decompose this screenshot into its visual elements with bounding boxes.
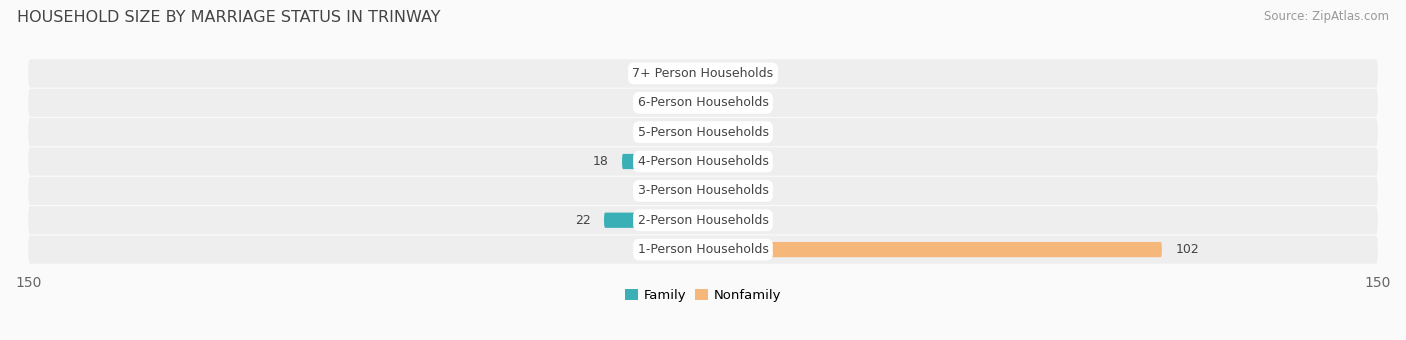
FancyBboxPatch shape [605,212,703,228]
FancyBboxPatch shape [621,154,703,169]
FancyBboxPatch shape [703,154,740,169]
FancyBboxPatch shape [28,148,1378,175]
FancyBboxPatch shape [28,206,1378,234]
Text: 18: 18 [593,155,609,168]
Text: 102: 102 [1175,243,1199,256]
Text: HOUSEHOLD SIZE BY MARRIAGE STATUS IN TRINWAY: HOUSEHOLD SIZE BY MARRIAGE STATUS IN TRI… [17,10,440,25]
Text: 0: 0 [645,96,654,109]
Text: 3-Person Households: 3-Person Households [637,184,769,197]
FancyBboxPatch shape [703,183,740,199]
Text: 0: 0 [645,243,654,256]
Text: 0: 0 [752,96,761,109]
FancyBboxPatch shape [28,118,1378,146]
Text: 0: 0 [752,67,761,80]
Text: 22: 22 [575,214,591,227]
FancyBboxPatch shape [28,59,1378,87]
Text: 0: 0 [645,126,654,139]
Text: 0: 0 [752,214,761,227]
Text: 7+ Person Households: 7+ Person Households [633,67,773,80]
Legend: Family, Nonfamily: Family, Nonfamily [620,284,786,307]
Text: 0: 0 [752,126,761,139]
FancyBboxPatch shape [666,95,703,110]
FancyBboxPatch shape [703,212,740,228]
Text: 0: 0 [752,184,761,197]
Text: 1-Person Households: 1-Person Households [637,243,769,256]
FancyBboxPatch shape [28,177,1378,205]
Text: 4-Person Households: 4-Person Households [637,155,769,168]
FancyBboxPatch shape [703,242,1161,257]
FancyBboxPatch shape [666,66,703,81]
Text: 0: 0 [752,155,761,168]
FancyBboxPatch shape [666,124,703,140]
FancyBboxPatch shape [28,236,1378,264]
FancyBboxPatch shape [703,66,740,81]
Text: 0: 0 [645,184,654,197]
FancyBboxPatch shape [666,183,703,199]
Text: 0: 0 [645,67,654,80]
Text: 6-Person Households: 6-Person Households [637,96,769,109]
Text: Source: ZipAtlas.com: Source: ZipAtlas.com [1264,10,1389,23]
FancyBboxPatch shape [666,242,703,257]
Text: 5-Person Households: 5-Person Households [637,126,769,139]
FancyBboxPatch shape [703,95,740,110]
FancyBboxPatch shape [28,89,1378,117]
FancyBboxPatch shape [703,124,740,140]
Text: 2-Person Households: 2-Person Households [637,214,769,227]
